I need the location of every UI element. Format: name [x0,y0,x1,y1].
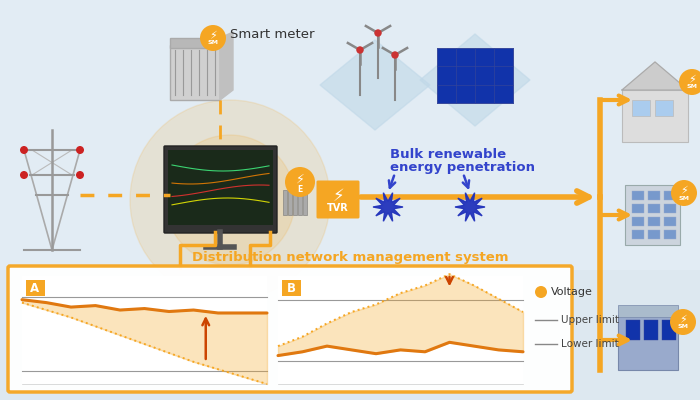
FancyBboxPatch shape [618,315,678,370]
FancyBboxPatch shape [288,190,292,215]
FancyBboxPatch shape [648,217,660,226]
Text: Voltage: Voltage [551,287,593,297]
FancyBboxPatch shape [25,280,45,296]
FancyBboxPatch shape [655,100,673,116]
FancyBboxPatch shape [281,280,300,296]
FancyBboxPatch shape [632,100,650,116]
Ellipse shape [165,135,295,265]
Text: Distribution network management system: Distribution network management system [192,252,508,264]
FancyBboxPatch shape [625,185,680,245]
Circle shape [358,48,363,52]
FancyBboxPatch shape [648,204,660,213]
Text: SM: SM [678,196,690,200]
Text: ⚡: ⚡ [209,31,217,41]
Text: energy penetration: energy penetration [390,162,535,174]
FancyBboxPatch shape [303,190,307,215]
FancyBboxPatch shape [626,320,640,340]
FancyBboxPatch shape [632,204,644,213]
Text: Lower limit: Lower limit [561,339,619,349]
Text: ⚡: ⚡ [680,186,688,196]
Text: SM: SM [687,84,697,90]
Circle shape [357,47,363,53]
Circle shape [20,146,28,154]
FancyBboxPatch shape [664,230,676,239]
Circle shape [670,309,696,335]
FancyBboxPatch shape [664,204,676,213]
Text: ⚡: ⚡ [295,172,304,186]
Circle shape [679,69,700,95]
FancyBboxPatch shape [648,191,660,200]
FancyBboxPatch shape [622,90,688,142]
Text: B: B [286,282,295,294]
FancyBboxPatch shape [664,191,676,200]
FancyBboxPatch shape [164,146,277,233]
FancyBboxPatch shape [664,217,676,226]
Text: Bulk renewable: Bulk renewable [390,148,506,162]
Circle shape [76,146,84,154]
Text: Upper limit: Upper limit [561,315,619,325]
FancyBboxPatch shape [170,45,220,100]
FancyBboxPatch shape [168,150,273,225]
FancyBboxPatch shape [8,266,572,392]
FancyBboxPatch shape [618,305,678,317]
FancyBboxPatch shape [632,217,644,226]
Circle shape [285,167,315,197]
Text: A: A [30,282,40,294]
Text: Smart meter: Smart meter [230,28,314,42]
FancyBboxPatch shape [293,190,297,215]
FancyBboxPatch shape [170,38,220,48]
FancyBboxPatch shape [648,230,660,239]
Text: E: E [298,184,302,194]
Text: ⚡: ⚡ [679,315,687,325]
Circle shape [535,286,547,298]
Polygon shape [320,40,430,130]
Polygon shape [373,193,403,221]
Text: SM: SM [207,40,218,46]
FancyBboxPatch shape [662,320,676,340]
Circle shape [375,30,381,36]
FancyBboxPatch shape [0,0,700,270]
FancyBboxPatch shape [22,276,267,384]
Circle shape [671,180,697,206]
FancyBboxPatch shape [316,180,360,218]
Text: TVR: TVR [327,203,349,213]
FancyBboxPatch shape [644,320,658,340]
Circle shape [375,30,381,36]
Circle shape [392,52,398,58]
Ellipse shape [130,100,330,300]
Text: SM: SM [678,324,689,330]
Polygon shape [420,34,530,126]
FancyBboxPatch shape [632,191,644,200]
Circle shape [20,171,28,179]
FancyBboxPatch shape [278,276,523,384]
Polygon shape [455,193,485,221]
FancyBboxPatch shape [632,230,644,239]
Polygon shape [220,32,233,100]
Text: ⚡: ⚡ [688,75,696,85]
Text: ⚡: ⚡ [332,187,344,205]
FancyBboxPatch shape [298,190,302,215]
Polygon shape [622,62,688,90]
FancyBboxPatch shape [283,190,287,215]
Circle shape [393,52,398,58]
FancyBboxPatch shape [437,48,513,103]
Circle shape [76,171,84,179]
Circle shape [200,25,226,51]
